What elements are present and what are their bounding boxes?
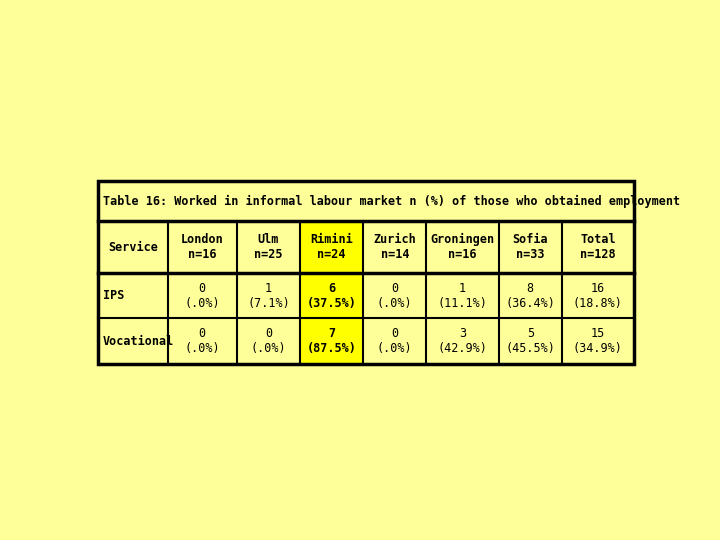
- Bar: [300, 319, 363, 364]
- Bar: [99, 221, 168, 273]
- Text: 15
(34.9%): 15 (34.9%): [573, 327, 623, 355]
- Bar: [426, 273, 499, 319]
- Bar: [562, 319, 634, 364]
- Bar: [99, 181, 634, 364]
- Text: Service: Service: [108, 241, 158, 254]
- Text: 0
(.0%): 0 (.0%): [184, 327, 220, 355]
- Bar: [300, 221, 363, 273]
- Bar: [168, 273, 237, 319]
- Text: 0
(.0%): 0 (.0%): [251, 327, 287, 355]
- Text: Sofia
n=33: Sofia n=33: [513, 233, 548, 261]
- Bar: [499, 221, 562, 273]
- Bar: [237, 319, 300, 364]
- Text: Vocational: Vocational: [103, 335, 174, 348]
- Text: 7
(87.5%): 7 (87.5%): [307, 327, 356, 355]
- Bar: [237, 273, 300, 319]
- Text: Groningen
n=16: Groningen n=16: [431, 233, 495, 261]
- Bar: [363, 273, 426, 319]
- Text: London
n=16: London n=16: [181, 233, 224, 261]
- Text: Zurich
n=14: Zurich n=14: [374, 233, 416, 261]
- Text: 8
(36.4%): 8 (36.4%): [505, 281, 555, 309]
- Text: 1
(11.1%): 1 (11.1%): [438, 281, 487, 309]
- Text: Table 16: Worked in informal labour market n (%) of those who obtained employmen: Table 16: Worked in informal labour mark…: [103, 195, 680, 208]
- Bar: [426, 319, 499, 364]
- Bar: [363, 221, 426, 273]
- Bar: [363, 319, 426, 364]
- Text: Ulm
n=25: Ulm n=25: [254, 233, 283, 261]
- Bar: [562, 273, 634, 319]
- Text: IPS: IPS: [103, 289, 125, 302]
- Bar: [562, 221, 634, 273]
- Text: 0
(.0%): 0 (.0%): [377, 327, 413, 355]
- Text: 6
(37.5%): 6 (37.5%): [307, 281, 356, 309]
- Bar: [168, 319, 237, 364]
- Text: 16
(18.8%): 16 (18.8%): [573, 281, 623, 309]
- Text: Total
n=128: Total n=128: [580, 233, 616, 261]
- Text: 0
(.0%): 0 (.0%): [377, 281, 413, 309]
- Bar: [99, 181, 634, 364]
- Text: Rimini
n=24: Rimini n=24: [310, 233, 353, 261]
- Text: 1
(7.1%): 1 (7.1%): [247, 281, 289, 309]
- Bar: [168, 221, 237, 273]
- Text: 0
(.0%): 0 (.0%): [184, 281, 220, 309]
- Text: 5
(45.5%): 5 (45.5%): [505, 327, 555, 355]
- Bar: [499, 273, 562, 319]
- Bar: [499, 319, 562, 364]
- Text: 3
(42.9%): 3 (42.9%): [438, 327, 487, 355]
- Bar: [237, 221, 300, 273]
- Bar: [99, 273, 168, 319]
- Bar: [300, 273, 363, 319]
- Bar: [426, 221, 499, 273]
- Bar: [99, 319, 168, 364]
